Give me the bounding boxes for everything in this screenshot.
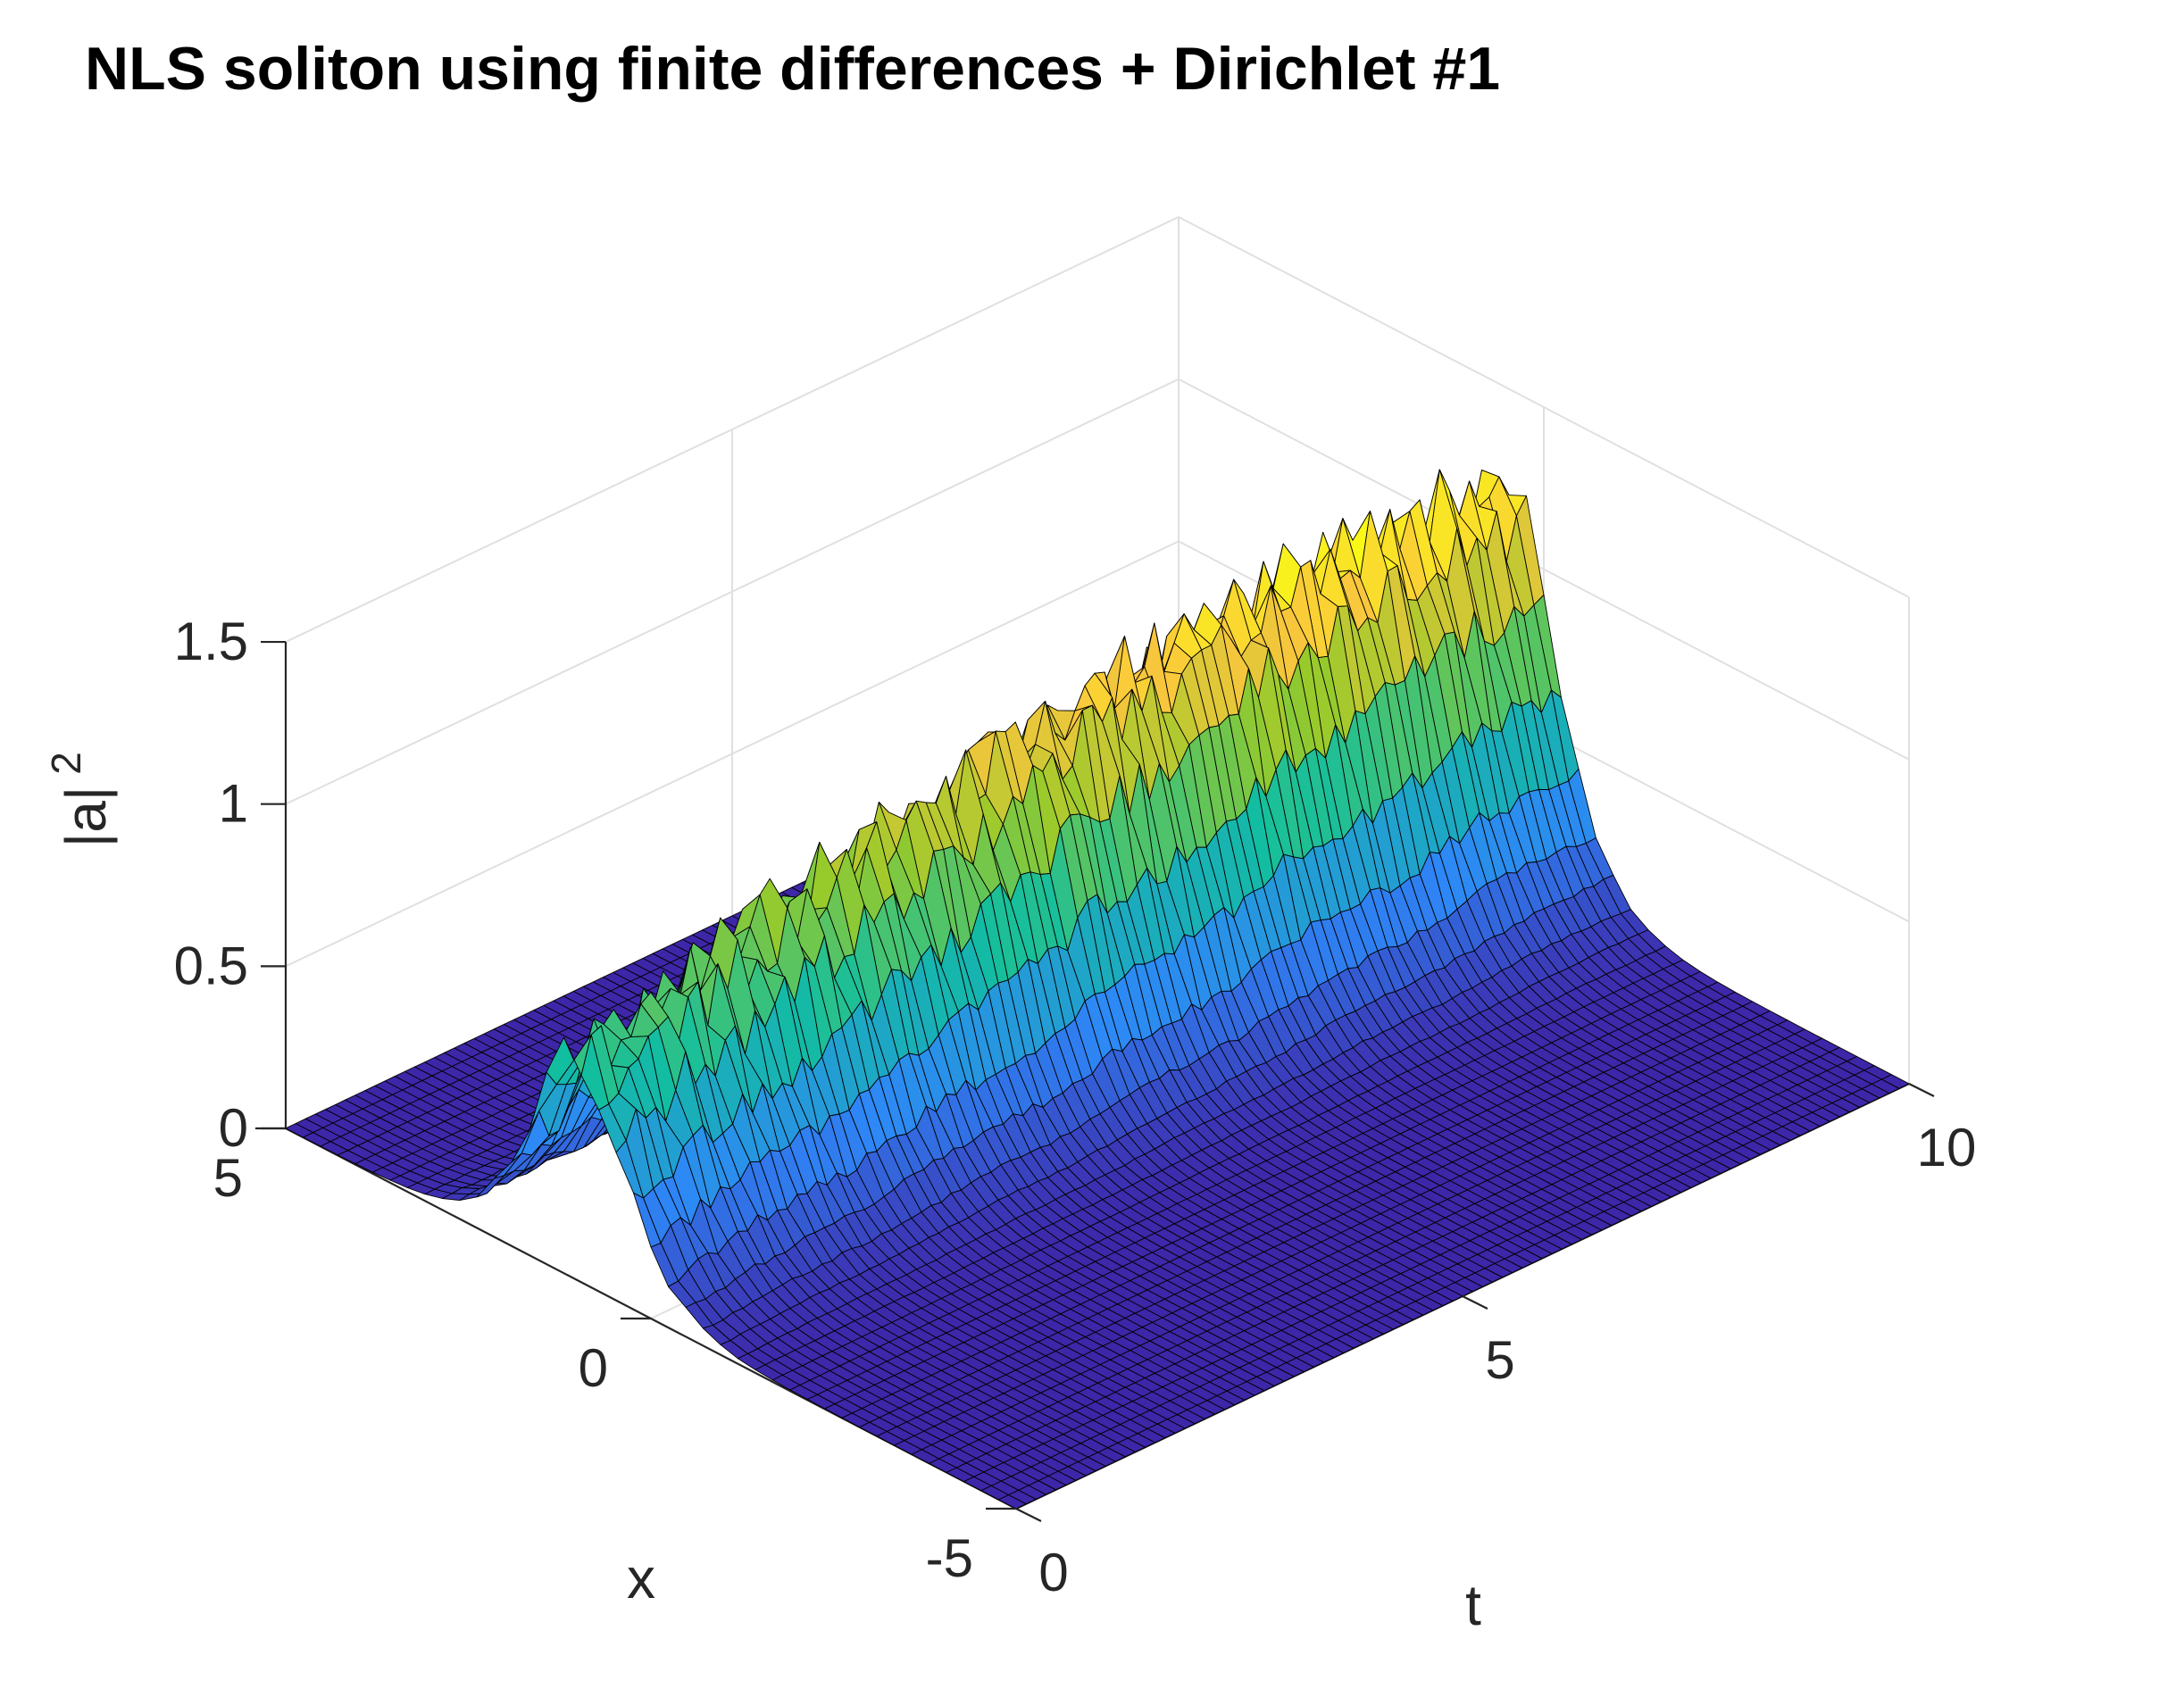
- t-tick-mark: [1908, 1083, 1935, 1097]
- x-axis-label: x: [627, 1546, 655, 1610]
- z-axis-label-group: |a| 2: [43, 752, 118, 847]
- t-tick-label: 10: [1917, 1118, 1977, 1177]
- x-tick-label: 5: [213, 1148, 243, 1208]
- t-tick-mark: [1015, 1508, 1042, 1522]
- x-tick-label: -5: [926, 1528, 973, 1588]
- x-tick-label: 0: [579, 1338, 608, 1398]
- surface-mesh: [285, 469, 1910, 1510]
- z-tick-label: 1.5: [174, 612, 248, 671]
- z-axis-label-superscript: 2: [43, 752, 89, 775]
- t-tick-mark: [1462, 1295, 1488, 1310]
- z-axis-label: |a|: [54, 786, 118, 848]
- chart-title: NLS soliton using finite differences + D…: [85, 35, 1500, 103]
- t-tick-label: 5: [1485, 1330, 1514, 1390]
- z-tick-label: 1: [219, 774, 248, 834]
- t-axis-label: t: [1465, 1573, 1481, 1637]
- z-tick-label: 0: [219, 1098, 248, 1158]
- z-tick-label: 0.5: [174, 936, 248, 995]
- surface-face: [998, 1494, 1027, 1510]
- t-tick-label: 0: [1038, 1543, 1068, 1602]
